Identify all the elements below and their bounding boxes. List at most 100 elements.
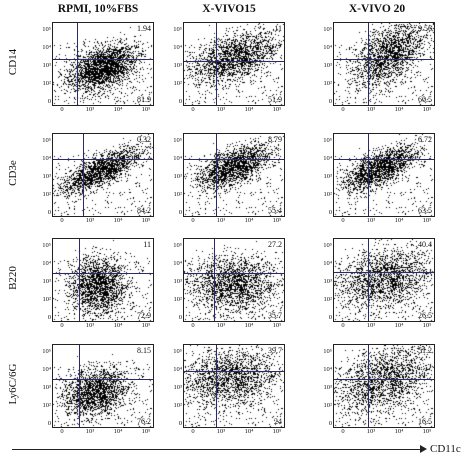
x-tick-label: 0 xyxy=(60,106,64,113)
gate-horizontal-line[interactable] xyxy=(53,59,153,61)
y-tick-label: 10⁵ xyxy=(42,26,51,33)
gate-horizontal-line[interactable] xyxy=(184,371,284,373)
quadrant-lower-right-value: 72.9 xyxy=(137,311,151,320)
y-tick-label: 10⁵ xyxy=(173,242,182,249)
x-tick-label: 10⁴ xyxy=(113,322,123,329)
x-tick-label: 10⁴ xyxy=(244,106,254,113)
x-tick-label: 10⁴ xyxy=(394,106,404,113)
quadrant-upper-right-value: 27.2 xyxy=(268,240,282,249)
y-tick-label: 10⁵ xyxy=(323,137,332,144)
scatter-panel: 11 72.9 xyxy=(52,238,154,322)
x-tick-label: 10⁴ xyxy=(113,106,123,113)
y-tick-label: 10⁵ xyxy=(173,137,182,144)
y-tick-label: 10² xyxy=(323,191,332,198)
scatter-points xyxy=(184,239,284,321)
x-tick-label: 10³ xyxy=(85,322,95,329)
x-tick-label: 0 xyxy=(341,428,345,435)
x-tick-label: 10⁵ xyxy=(141,217,151,224)
gate-vertical-line[interactable] xyxy=(79,345,80,427)
quadrant-lower-right-value: 63.5 xyxy=(418,206,432,215)
x-tick-label: 0 xyxy=(191,217,195,224)
gate-horizontal-line[interactable] xyxy=(334,59,434,61)
quadrant-upper-right-value: 8.15 xyxy=(137,346,151,355)
quadrant-upper-right-value: 0.32 xyxy=(137,135,151,144)
y-tick-label: 10² xyxy=(323,296,332,303)
gate-horizontal-line[interactable] xyxy=(184,158,284,160)
x-tick-label: 0 xyxy=(60,428,64,435)
y-tick-label: 10⁵ xyxy=(323,348,332,355)
x-tick-label: 10⁵ xyxy=(272,428,282,435)
quadrant-lower-right-value: 81.9 xyxy=(137,95,151,104)
gate-vertical-line[interactable] xyxy=(368,134,369,216)
gate-vertical-line[interactable] xyxy=(216,345,217,427)
x-tick-label: 10⁴ xyxy=(394,217,404,224)
x-tick-label: 10⁵ xyxy=(272,322,282,329)
y-tick-label: 10³ xyxy=(173,173,182,180)
scatter-points xyxy=(53,23,153,105)
y-tick-label: 10² xyxy=(323,402,332,409)
scatter-points xyxy=(184,134,284,216)
scatter-panel: 11 51.9 xyxy=(183,22,285,106)
gate-vertical-line[interactable] xyxy=(216,134,217,216)
gate-vertical-line[interactable] xyxy=(368,23,369,105)
gate-horizontal-line[interactable] xyxy=(53,273,153,275)
y-tick-label: 0 xyxy=(328,98,332,105)
y-tick-label: 10³ xyxy=(42,173,51,180)
y-tick-label: 10³ xyxy=(173,278,182,285)
x-tick-label: 0 xyxy=(191,322,195,329)
quadrant-upper-right-value: 8.79 xyxy=(268,135,282,144)
y-tick-label: 10⁴ xyxy=(323,260,332,267)
x-tick-label: 10⁴ xyxy=(244,428,254,435)
x-tick-label: 10³ xyxy=(366,217,376,224)
quadrant-lower-right-value: 84.2 xyxy=(137,206,151,215)
quadrant-upper-right-value: 1.94 xyxy=(137,24,151,33)
scatter-points xyxy=(184,23,284,105)
x-tick-label: 10³ xyxy=(216,217,226,224)
gate-vertical-line[interactable] xyxy=(79,239,80,321)
x-tick-label: 10³ xyxy=(85,428,95,435)
scatter-panel: 6.72 63.5 xyxy=(333,133,435,217)
scatter-points xyxy=(184,345,284,427)
quadrant-upper-right-value: 39.7 xyxy=(268,346,282,355)
gate-horizontal-line[interactable] xyxy=(334,158,434,160)
y-tick-label: 0 xyxy=(47,314,51,321)
y-tick-label: 10⁵ xyxy=(173,26,182,33)
gate-horizontal-line[interactable] xyxy=(334,271,434,273)
y-tick-label: 0 xyxy=(47,420,51,427)
gate-horizontal-line[interactable] xyxy=(184,60,284,62)
gate-horizontal-line[interactable] xyxy=(334,379,434,381)
y-tick-label: 10³ xyxy=(42,62,51,69)
gate-vertical-line[interactable] xyxy=(368,239,369,321)
scatter-points xyxy=(53,134,153,216)
gate-vertical-line[interactable] xyxy=(368,345,369,427)
y-tick-label: 10² xyxy=(42,296,51,303)
y-tick-label: 10⁴ xyxy=(42,260,51,267)
y-tick-label: 10² xyxy=(323,80,332,87)
quadrant-upper-right-value: 40.4 xyxy=(418,240,432,249)
gate-vertical-line[interactable] xyxy=(216,23,217,105)
y-tick-label: 0 xyxy=(328,420,332,427)
gate-horizontal-line[interactable] xyxy=(53,158,153,160)
y-tick-label: 10⁴ xyxy=(42,366,51,373)
gate-vertical-line[interactable] xyxy=(77,23,78,105)
x-tick-label: 10⁴ xyxy=(244,217,254,224)
gate-vertical-line[interactable] xyxy=(214,239,215,321)
gate-horizontal-line[interactable] xyxy=(53,379,153,381)
scatter-panel: 1.94 81.9 xyxy=(52,22,154,106)
y-tick-label: 10⁵ xyxy=(42,137,51,144)
y-tick-label: 0 xyxy=(178,314,182,321)
quadrant-lower-right-value: 26.5 xyxy=(418,311,432,320)
scatter-panel: 51.2 16.5 xyxy=(333,344,435,428)
x-tick-label: 10⁴ xyxy=(113,428,123,435)
y-tick-label: 10⁵ xyxy=(173,348,182,355)
scatter-panel: 8.79 55.4 xyxy=(183,133,285,217)
x-tick-label: 10⁵ xyxy=(272,217,282,224)
gate-vertical-line[interactable] xyxy=(83,134,84,216)
y-tick-label: 0 xyxy=(178,98,182,105)
x-tick-label: 10⁵ xyxy=(422,217,432,224)
scatter-points xyxy=(53,345,153,427)
gate-horizontal-line[interactable] xyxy=(184,273,284,275)
quadrant-upper-right-value: 51.2 xyxy=(418,346,432,355)
y-tick-label: 10⁵ xyxy=(42,242,51,249)
y-tick-label: 10² xyxy=(42,402,51,409)
